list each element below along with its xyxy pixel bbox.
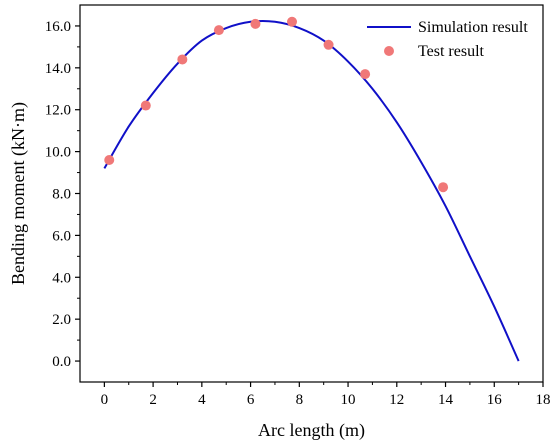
legend-test-swatch <box>384 46 394 56</box>
test-result-point <box>438 182 449 193</box>
plot-frame <box>79 4 544 383</box>
x-tick-label: 14 <box>438 392 454 408</box>
y-tick-label: 8.0 <box>52 187 71 203</box>
y-tick-label: 14.0 <box>45 61 71 77</box>
plot-border <box>79 4 544 383</box>
test-result-point <box>250 18 261 29</box>
x-tick-label: 6 <box>247 392 255 408</box>
series-layer <box>103 16 520 362</box>
y-tick-label: 4.0 <box>52 270 71 286</box>
x-tick-label: 8 <box>296 392 304 408</box>
test-result-point <box>287 16 298 27</box>
test-result-point <box>323 39 334 50</box>
x-tick-label: 16 <box>487 392 503 408</box>
x-axis: 0 2 4 6 8 10 12 14 16 18 <box>101 382 550 408</box>
y-tick-label: 10.0 <box>45 145 71 161</box>
simulation-result-line <box>103 19 520 362</box>
x-tick-label: 0 <box>101 392 109 408</box>
x-tick-label: 4 <box>198 392 206 408</box>
y-tick-label: 16.0 <box>45 19 71 35</box>
legend-test-label: Test result <box>418 43 485 60</box>
x-tick-label: 18 <box>536 392 550 408</box>
y-axis: 0.0 2.0 4.0 6.0 8.0 10.0 12.0 14.0 16.0 <box>45 19 80 370</box>
y-tick-label: 12.0 <box>45 103 71 119</box>
y-tick-label: 6.0 <box>52 228 71 244</box>
x-tick-label: 10 <box>341 392 356 408</box>
legend: Simulation result Test result <box>367 19 528 60</box>
legend-simulation-label: Simulation result <box>418 19 528 36</box>
x-tick-label: 12 <box>389 392 404 408</box>
test-result-point <box>140 100 151 111</box>
test-result-point <box>360 69 371 80</box>
y-tick-label: 2.0 <box>52 312 71 328</box>
x-tick-label: 2 <box>149 392 157 408</box>
y-axis-title: Bending moment (kN·m) <box>8 102 29 285</box>
test-result-point <box>213 25 224 36</box>
x-axis-title: Arc length (m) <box>258 420 365 441</box>
test-result-point <box>177 54 188 65</box>
test-result-point <box>104 154 115 165</box>
y-tick-label: 0.0 <box>52 354 71 370</box>
